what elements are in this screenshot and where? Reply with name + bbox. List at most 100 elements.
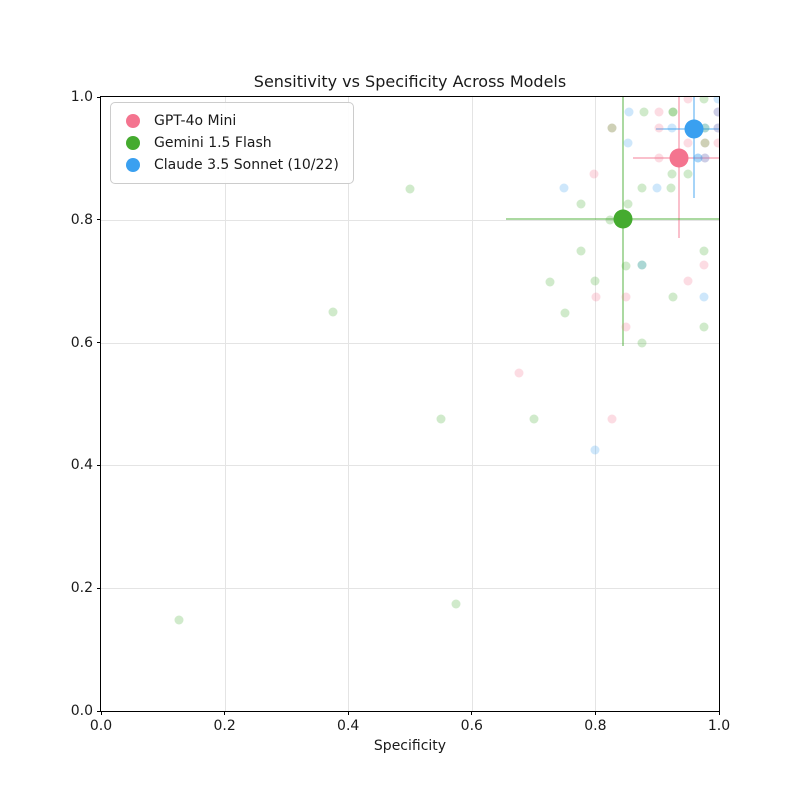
- scatter-point: [621, 261, 631, 271]
- scatter-point: [700, 153, 710, 163]
- y-tick-mark: [97, 587, 101, 589]
- legend-marker-icon: [126, 114, 140, 128]
- scatter-point: [639, 107, 649, 117]
- scatter-point: [624, 107, 634, 117]
- scatter-point: [545, 277, 555, 287]
- scatter-point: [699, 246, 709, 255]
- scatter-point: [654, 123, 664, 133]
- scatter-point: [713, 123, 719, 133]
- x-tick-label: 0.2: [213, 718, 236, 734]
- scatter-point: [666, 183, 676, 193]
- y-gridline: [101, 465, 719, 467]
- errorbar-x: [505, 218, 719, 221]
- legend-label: GPT-4o Mini: [154, 113, 237, 129]
- legend-marker-icon: [126, 136, 140, 150]
- errorbar-y: [693, 97, 696, 198]
- x-gridline: [595, 97, 597, 711]
- y-tick-label: 0.4: [70, 457, 93, 474]
- scatter-point: [589, 169, 599, 179]
- y-tick-label: 0.0: [70, 703, 93, 719]
- scatter-point: [700, 153, 710, 163]
- y-tick-label: 0.2: [70, 580, 93, 597]
- scatter-point: [713, 123, 719, 133]
- scatter-point: [529, 414, 539, 424]
- scatter-point: [436, 414, 446, 424]
- y-gridline: [101, 342, 719, 344]
- x-gridline: [348, 97, 350, 711]
- scatter-point: [667, 123, 677, 133]
- y-tick-label: 0.6: [70, 334, 93, 351]
- scatter-point: [590, 445, 600, 455]
- mean-point: [684, 119, 704, 139]
- scatter-point: [683, 138, 693, 148]
- scatter-point: [576, 246, 586, 255]
- legend-item: Claude 3.5 Sonnet (10/22): [120, 154, 339, 176]
- x-axis-label: Specificity: [373, 738, 447, 754]
- scatter-point: [713, 97, 719, 104]
- x-tick-label: 0.8: [584, 718, 607, 734]
- scatter-point: [652, 183, 662, 193]
- y-tick-label: 1.0: [70, 89, 93, 105]
- legend: GPT-4o Mini Gemini 1.5 Flash Claude 3.5 So…: [110, 102, 354, 184]
- scatter-point: [590, 276, 600, 286]
- scatter-point: [576, 199, 586, 209]
- y-tick-mark: [97, 96, 101, 98]
- scatter-point: [637, 183, 647, 193]
- scatter-point: [623, 138, 633, 148]
- scatter-point: [699, 97, 709, 104]
- scatter-point: [559, 183, 569, 193]
- x-tick-mark: [347, 711, 349, 715]
- x-tick-mark: [224, 711, 226, 715]
- legend-item: Gemini 1.5 Flash: [120, 132, 339, 154]
- plot-canvas: [101, 97, 719, 711]
- scatter-point: [607, 123, 617, 133]
- x-tick-label: 0.4: [337, 718, 360, 734]
- scatter-point: [607, 123, 617, 133]
- x-tick-label: 1.0: [707, 718, 731, 734]
- x-tick-label: 0.0: [89, 718, 113, 734]
- scatter-point: [560, 308, 569, 317]
- scatter-point: [621, 292, 631, 302]
- scatter-point: [713, 107, 719, 117]
- legend-label: Claude 3.5 Sonnet (10/22): [154, 157, 339, 173]
- scatter-point: [699, 260, 709, 270]
- y-tick-mark: [97, 464, 101, 466]
- scatter-point: [699, 292, 709, 302]
- scatter-point: [667, 169, 677, 179]
- scatter-point: [700, 138, 710, 148]
- y-tick-mark: [97, 710, 101, 712]
- y-gridline: [101, 219, 719, 221]
- x-tick-label: 0.6: [460, 718, 483, 734]
- scatter-point: [451, 599, 461, 609]
- scatter-point: [683, 97, 693, 104]
- y-tick-label: 0.8: [70, 211, 93, 228]
- scatter-point: [668, 107, 678, 117]
- scatter-point: [328, 307, 338, 317]
- chart-title: Sensitivity vs Specificity Across Models: [253, 72, 567, 91]
- scatter-point: [623, 199, 633, 209]
- scatter-point: [693, 153, 703, 163]
- scatter-point: [607, 414, 617, 424]
- y-tick-mark: [97, 342, 101, 344]
- scatter-point: [700, 123, 710, 133]
- scatter-point: [405, 184, 415, 194]
- scatter-point: [637, 338, 647, 348]
- plot-area: 0.0 0.2 0.4 0.6 0.8 1.0 0.0 0.2 0.4 0.6 0.8 1.0 GPT…: [71, 89, 730, 734]
- x-tick-mark: [594, 711, 596, 715]
- scatter-point: [700, 138, 710, 148]
- scatter-point: [713, 107, 719, 117]
- mean-point: [613, 209, 633, 229]
- scatter-point: [654, 107, 664, 117]
- mean-point: [669, 148, 689, 168]
- x-gridline: [224, 97, 226, 711]
- scatter-point: [174, 615, 184, 625]
- scatter-point: [713, 138, 719, 148]
- scatter-point: [699, 322, 709, 332]
- legend-item: GPT-4o Mini: [120, 110, 339, 132]
- x-gridline: [471, 97, 473, 711]
- scatter-point: [668, 292, 678, 302]
- scatter-point: [637, 260, 647, 270]
- scatter-point: [693, 153, 703, 163]
- scatter-point: [668, 107, 678, 117]
